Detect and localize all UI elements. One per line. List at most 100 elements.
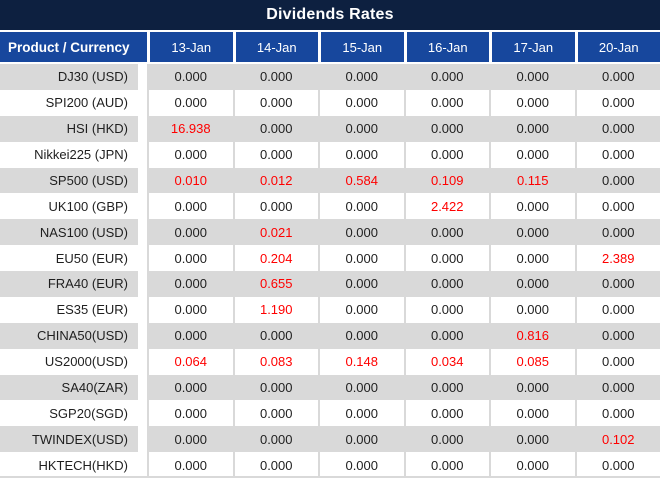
dividend-value-cell: 0.000 [232, 426, 319, 453]
dividend-value-cell: 0.000 [489, 400, 575, 427]
table-row: SGP20(SGD) 0.000 0.000 0.000 0.000 0.000 0.000 [0, 400, 660, 427]
dividend-value-cell: 0.000 [574, 296, 660, 323]
dividend-value-cell: 0.000 [489, 115, 575, 142]
dividend-value-cell: 0.000 [574, 167, 660, 194]
dividend-value-cell: 0.000 [489, 271, 575, 297]
dividend-value-cell: 0.000 [489, 193, 575, 220]
product-label: HSI (HKD) [0, 115, 147, 142]
product-label: ES35 (EUR) [0, 296, 147, 323]
dividend-value-cell: 0.000 [232, 452, 319, 476]
dividend-value-cell: 0.000 [403, 141, 490, 168]
dividend-value-cell: 0.000 [574, 64, 660, 90]
table-row: SA40(ZAR) 0.000 0.000 0.000 0.000 0.000 0.000 [0, 374, 660, 401]
product-label: HKTECH(HKD) [0, 452, 147, 476]
dividend-value-cell: 0.000 [232, 193, 319, 220]
table-row: DJ30 (USD) 0.000 0.000 0.000 0.000 0.000 0.000 [0, 64, 660, 90]
dividend-value-cell: 1.190 [232, 296, 319, 323]
date-column-header: 13-Jan [147, 32, 233, 62]
table-row: SPI200 (AUD) 0.000 0.000 0.000 0.000 0.000 0.0… [0, 89, 660, 116]
product-label: UK100 (GBP) [0, 193, 147, 220]
dividend-value-cell: 0.000 [489, 374, 575, 401]
dividend-value-cell: 2.389 [574, 245, 660, 271]
dividend-value-cell: 0.000 [232, 141, 319, 168]
dividend-value-cell: 0.000 [574, 271, 660, 297]
dividend-value-cell: 0.000 [318, 271, 404, 297]
dividend-value-cell: 0.000 [147, 219, 233, 246]
dividend-value-cell: 0.000 [232, 64, 319, 90]
table-row: ES35 (EUR) 0.000 1.190 0.000 0.000 0.000 0.000 [0, 296, 660, 323]
dividend-value-cell: 0.012 [232, 167, 319, 194]
dividend-value-cell: 0.584 [318, 167, 404, 194]
dividend-value-cell: 0.000 [574, 400, 660, 427]
table-row: US2000(USD) 0.064 0.083 0.148 0.034 0.085 0.00… [0, 348, 660, 375]
dividend-value-cell: 0.000 [318, 245, 404, 271]
table-row: SP500 (USD) 0.010 0.012 0.584 0.109 0.115 0.00… [0, 167, 660, 194]
table-title-text: Dividends Rates [266, 6, 394, 23]
dividend-value-cell: 0.000 [147, 271, 233, 297]
dividend-value-cell: 0.000 [318, 400, 404, 427]
product-label: SA40(ZAR) [0, 374, 147, 401]
dividend-value-cell: 0.000 [318, 219, 404, 246]
product-label: SGP20(SGD) [0, 400, 147, 427]
dividend-value-cell: 0.000 [318, 322, 404, 349]
table-body: DJ30 (USD) 0.000 0.000 0.000 0.000 0.000 0.000… [0, 64, 660, 476]
dividend-value-cell: 0.000 [403, 219, 490, 246]
dividend-value-cell: 0.000 [489, 219, 575, 246]
dividend-value-cell: 0.083 [232, 348, 319, 375]
dividend-value-cell: 0.000 [147, 452, 233, 476]
dividend-value-cell: 0.000 [574, 322, 660, 349]
table-row: Nikkei225 (JPN) 0.000 0.000 0.000 0.000 0.000… [0, 141, 660, 168]
dividend-value-cell: 0.000 [147, 296, 233, 323]
dividend-value-cell: 0.000 [489, 89, 575, 116]
table-row: UK100 (GBP) 0.000 0.000 0.000 2.422 0.000 0.00… [0, 193, 660, 220]
dividend-value-cell: 0.000 [403, 271, 490, 297]
dividend-value-cell: 0.000 [232, 374, 319, 401]
dividend-value-cell: 0.010 [147, 167, 233, 194]
date-column-header: 17-Jan [489, 32, 575, 62]
dividend-value-cell: 0.034 [403, 348, 490, 375]
product-label: FRA40 (EUR) [0, 271, 147, 297]
table-row: NAS100 (USD) 0.000 0.021 0.000 0.000 0.000 0.0… [0, 219, 660, 246]
table-row: CHINA50(USD) 0.000 0.000 0.000 0.000 0.816 0.0… [0, 322, 660, 349]
dividend-value-cell: 0.000 [574, 374, 660, 401]
table-row: TWINDEX(USD) 0.000 0.000 0.000 0.000 0.000 0.1… [0, 426, 660, 453]
dividend-value-cell: 0.000 [403, 452, 490, 476]
date-column-header: 14-Jan [232, 32, 318, 62]
dividend-value-cell: 0.204 [232, 245, 319, 271]
dividend-value-cell: 0.000 [403, 374, 490, 401]
dividend-value-cell: 0.000 [574, 219, 660, 246]
dividend-value-cell: 0.148 [318, 348, 404, 375]
dividend-value-cell: 0.000 [489, 296, 575, 323]
table-row: HSI (HKD) 16.938 0.000 0.000 0.000 0.000 0.000 [0, 115, 660, 142]
dividend-value-cell: 0.000 [147, 141, 233, 168]
dividend-value-cell: 0.000 [403, 245, 490, 271]
dividend-value-cell: 0.000 [489, 64, 575, 90]
dividend-value-cell: 0.000 [403, 89, 490, 116]
dividend-value-cell: 0.000 [574, 141, 660, 168]
dividend-value-cell: 0.000 [318, 296, 404, 323]
date-column-header: 15-Jan [318, 32, 404, 62]
dividend-value-cell: 0.000 [318, 374, 404, 401]
table-row: EU50 (EUR) 0.000 0.204 0.000 0.000 0.000 2.389 [0, 245, 660, 271]
dividend-value-cell: 0.000 [489, 141, 575, 168]
dividend-value-cell: 0.000 [574, 89, 660, 116]
dividend-value-cell: 0.000 [147, 426, 233, 453]
product-label: EU50 (EUR) [0, 245, 147, 271]
dividend-value-cell: 0.000 [318, 141, 404, 168]
dividend-value-cell: 0.000 [489, 426, 575, 453]
dividend-value-cell: 0.000 [489, 245, 575, 271]
dividend-value-cell: 0.000 [403, 296, 490, 323]
dividend-value-cell: 0.000 [574, 193, 660, 220]
dividend-value-cell: 0.085 [489, 348, 575, 375]
dividend-value-cell: 0.000 [147, 374, 233, 401]
dividend-value-cell: 0.000 [403, 64, 490, 90]
dividend-value-cell: 0.000 [147, 400, 233, 427]
product-label: US2000(USD) [0, 348, 147, 375]
date-column-header: 16-Jan [403, 32, 489, 62]
dividend-value-cell: 0.000 [403, 400, 490, 427]
date-column-header: 20-Jan [574, 32, 660, 62]
table-row: HKTECH(HKD) 0.000 0.000 0.000 0.000 0.000 0.00… [0, 452, 660, 476]
dividend-value-cell: 0.000 [318, 452, 404, 476]
dividend-value-cell: 0.000 [232, 115, 319, 142]
